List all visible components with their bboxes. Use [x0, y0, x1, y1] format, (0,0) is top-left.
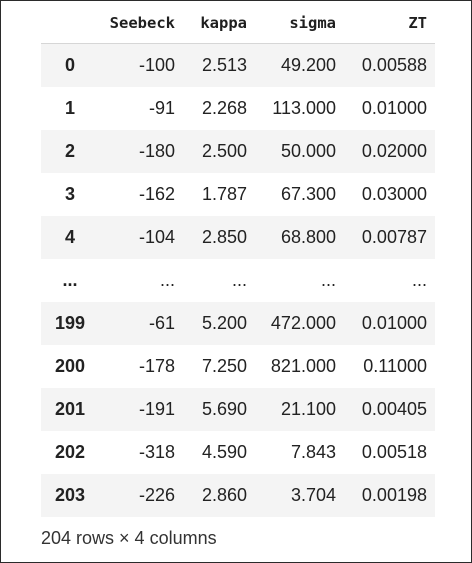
row-index: 200 [54, 356, 86, 376]
cell-zt: 0.01000 [361, 98, 427, 118]
cell-zt: 0.03000 [361, 184, 427, 204]
cell-kappa: 2.268 [201, 98, 247, 118]
cell-kappa: 2.860 [201, 485, 247, 505]
cell-zt: 0.00198 [361, 485, 427, 505]
column-header-kappa: kappa [183, 2, 255, 44]
row-index: 2 [64, 141, 75, 161]
column-header-sigma: sigma [255, 2, 344, 44]
cell-kappa: 4.590 [201, 442, 247, 462]
row-index: 1 [64, 98, 75, 118]
table-header: Seebeck kappa sigma ZT [41, 2, 435, 44]
cell-kappa: 5.200 [201, 313, 247, 333]
table-row: 199 -61 5.200 472.000 0.01000 [41, 302, 435, 345]
cell-zt: 0.00787 [361, 227, 427, 247]
cell-seebeck: -191 [138, 399, 175, 419]
cell-seebeck: -226 [138, 485, 175, 505]
cell-seebeck: -180 [138, 141, 175, 161]
cell-sigma: 3.704 [290, 485, 336, 505]
row-index: 202 [54, 442, 86, 462]
table-row: 4 -104 2.850 68.800 0.00787 [41, 216, 435, 259]
table-row: 1 -91 2.268 113.000 0.01000 [41, 87, 435, 130]
cell-kappa: ... [231, 270, 247, 290]
ellipsis-row: ... ... ... ... ... [41, 259, 435, 302]
cell-kappa: 1.787 [201, 184, 247, 204]
cell-sigma: 821.000 [270, 356, 336, 376]
cell-seebeck: -162 [138, 184, 175, 204]
cell-sigma: 49.200 [280, 55, 336, 75]
cell-kappa: 5.690 [201, 399, 247, 419]
row-index: 4 [64, 227, 75, 247]
cell-seebeck: -91 [148, 98, 175, 118]
cell-sigma: 113.000 [272, 98, 336, 118]
table-row: 200 -178 7.250 821.000 0.11000 [41, 345, 435, 388]
table-row: 202 -318 4.590 7.843 0.00518 [41, 431, 435, 474]
cell-zt: 0.00588 [361, 55, 427, 75]
cell-kappa: 2.850 [201, 227, 247, 247]
cell-sigma: 472.000 [270, 313, 336, 333]
row-index: 0 [64, 55, 75, 75]
cell-zt: 0.01000 [361, 313, 427, 333]
cell-sigma: 21.100 [280, 399, 336, 419]
cell-zt: 0.00405 [361, 399, 427, 419]
cell-seebeck: -318 [138, 442, 175, 462]
cell-sigma: 50.000 [280, 141, 336, 161]
index-header [41, 2, 99, 44]
cell-seebeck: -100 [138, 55, 175, 75]
cell-sigma: 68.800 [280, 227, 336, 247]
table-row: 0 -100 2.513 49.200 0.00588 [41, 43, 435, 87]
cell-zt: 0.11000 [363, 356, 427, 376]
cell-seebeck: -178 [138, 356, 175, 376]
row-index: 199 [54, 313, 86, 333]
cell-kappa: 2.500 [201, 141, 247, 161]
cell-zt: 0.02000 [361, 141, 427, 161]
cell-seebeck: -104 [138, 227, 175, 247]
table-shape-summary: 204 rows × 4 columns [41, 528, 217, 548]
row-index: ... [62, 270, 78, 290]
cell-sigma: ... [320, 270, 336, 290]
table-row: 3 -162 1.787 67.300 0.03000 [41, 173, 435, 216]
cell-zt: ... [411, 270, 427, 290]
cell-sigma: 67.300 [280, 184, 336, 204]
cell-kappa: 2.513 [201, 55, 247, 75]
cell-sigma: 7.843 [290, 442, 336, 462]
table-row: 203 -226 2.860 3.704 0.00198 [41, 474, 435, 517]
cell-kappa: 7.250 [201, 356, 247, 376]
table-body: 0 -100 2.513 49.200 0.00588 1 -91 2.268 … [41, 43, 435, 517]
column-header-zt: ZT [344, 2, 435, 44]
header-row: Seebeck kappa sigma ZT [41, 2, 435, 44]
cell-seebeck: -61 [148, 313, 175, 333]
table-row: 2 -180 2.500 50.000 0.02000 [41, 130, 435, 173]
row-index: 203 [54, 485, 86, 505]
cell-zt: 0.00518 [361, 442, 427, 462]
row-index: 3 [64, 184, 75, 204]
row-index: 201 [54, 399, 86, 419]
dataframe-table: Seebeck kappa sigma ZT 0 -100 2.513 49.2… [41, 2, 435, 517]
table-row: 201 -191 5.690 21.100 0.00405 [41, 388, 435, 431]
column-header-seebeck: Seebeck [99, 2, 183, 44]
cell-seebeck: ... [159, 270, 175, 290]
